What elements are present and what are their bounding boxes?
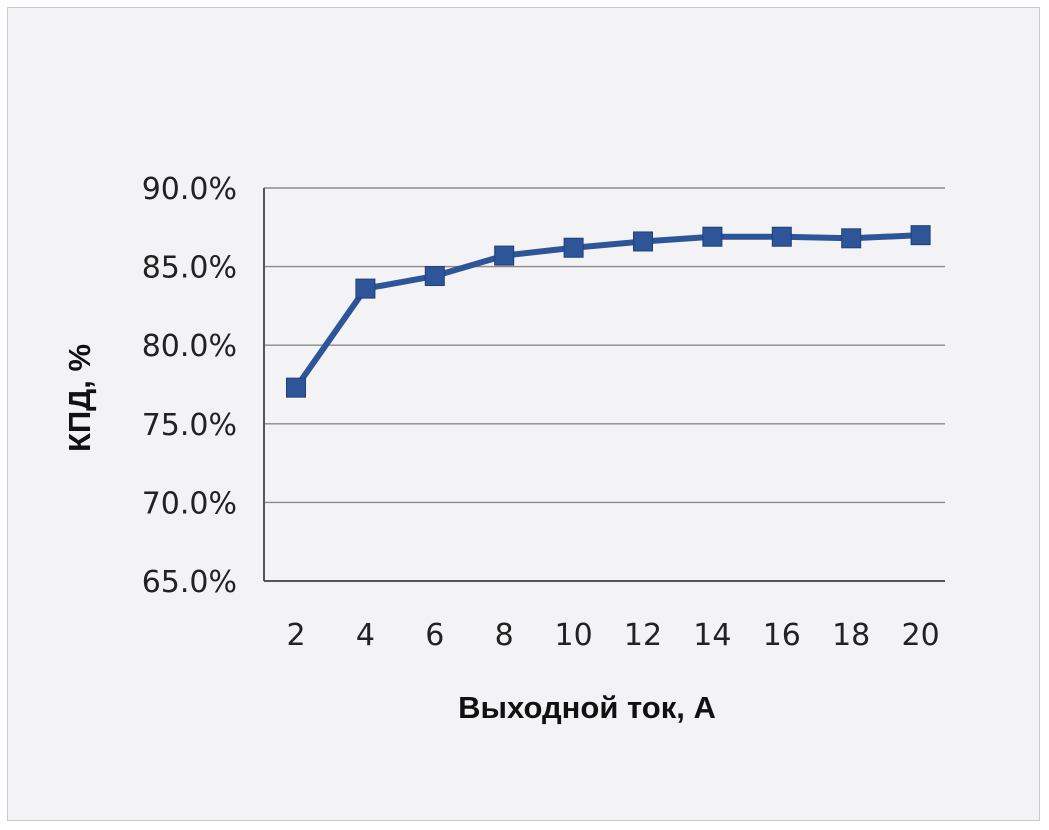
data-point-marker [841, 228, 862, 249]
x-tick-label: 4 [356, 618, 375, 653]
y-tick-labels: 90.0% 85.0% 80.0% 75.0% 70.0% 65.0% [142, 172, 237, 600]
data-point-marker [633, 231, 653, 252]
x-tick-label: 6 [425, 618, 444, 653]
x-tick-label: 14 [693, 618, 731, 653]
data-point-marker [563, 237, 584, 258]
y-tick-label: 90.0% [142, 172, 237, 207]
x-tick-label: 8 [495, 618, 514, 653]
x-tick-label: 10 [555, 618, 593, 653]
series-line [293, 232, 924, 391]
x-axis-title: Выходной ток, А [458, 690, 716, 725]
y-axis-title: КПД, % [62, 344, 97, 452]
y-tick-label: 65.0% [142, 565, 237, 600]
y-tick-label: 85.0% [142, 251, 237, 286]
data-point-marker [286, 377, 306, 398]
x-tick-label: 18 [832, 618, 870, 653]
x-tick-labels: 2 4 6 8 10 12 14 16 18 20 [286, 618, 939, 653]
x-tick-label: 12 [624, 618, 662, 653]
data-point-marker [771, 226, 792, 247]
y-tick-label: 80.0% [142, 329, 237, 364]
data-point-marker [355, 278, 376, 299]
gridlines [264, 187, 945, 582]
data-point-marker [424, 266, 445, 287]
data-point-marker [910, 225, 931, 246]
y-tick-label: 75.0% [142, 408, 237, 443]
chart-frame [7, 7, 1040, 821]
x-tick-label: 20 [902, 618, 940, 653]
data-point-marker [494, 245, 515, 266]
x-tick-label: 2 [286, 618, 305, 653]
series-efficiency [286, 225, 931, 398]
y-tick-label: 70.0% [142, 486, 237, 521]
data-point-marker [702, 226, 723, 247]
x-tick-label: 16 [763, 618, 801, 653]
